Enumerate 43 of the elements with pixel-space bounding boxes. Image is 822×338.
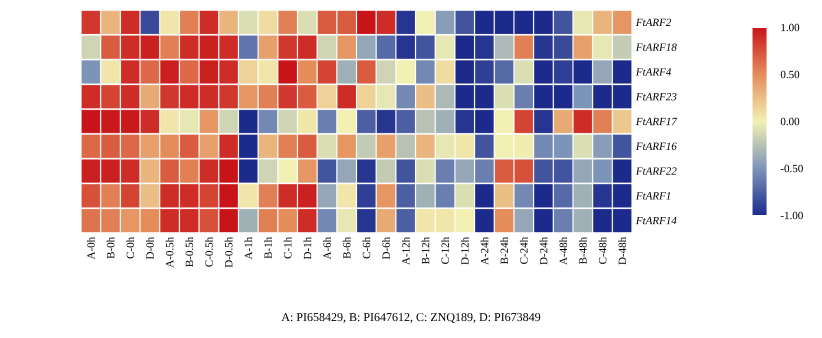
y-tick-label: FtARF4 [636,68,672,76]
y-tick-label: FtARF2 [636,18,672,26]
x-tick-label: A-12h [402,237,410,265]
x-tick-label: D-12h [460,237,469,265]
x-tick-label: D-0.5h [224,237,232,268]
x-tick-label: A-0.5h [166,237,174,268]
x-tick-label: A-6h [323,237,331,260]
x-tick-label: B-0h [106,237,114,259]
x-tick-label: C-6h [362,237,370,258]
x-tick-label: B-1h [264,237,272,259]
y-tick-label: FtARF22 [636,167,677,175]
color-bar-label: -0.50 [780,164,803,172]
x-tick-label: C-0.5h [205,237,213,267]
y-tick-label: FtARF1 [636,192,670,200]
x-tick-label: D-6h [382,237,390,260]
y-tick-label: FtARF17 [636,118,678,126]
x-tick-label: B-0.5h [185,237,194,267]
color-bar-label: 0.50 [780,70,800,78]
x-tick-label: A-0h [86,237,95,260]
text: A: PI658429, B: PI647612, C: ZNQ189, D: PI673849 [281,313,540,323]
y-tick-label: FtARF18 [636,43,677,51]
y-tick-label: FtARF16 [636,142,677,150]
color-bar-label: 1.00 [781,24,800,32]
x-tick-label: C-1h [284,237,292,258]
x-tick-label: D-24h [540,237,548,265]
x-tick-label: B-6h [342,237,351,259]
y-tick-label: FtARF14 [636,216,677,224]
x-tick-label: C-0h [126,237,134,258]
x-tick-label: B-48h [578,237,587,264]
x-tick-label: D-0h [146,237,154,260]
color-bar-label: 0.00 [780,118,800,126]
x-tick-label: A-48h [559,237,568,265]
x-tick-label: C-48h [598,237,606,264]
x-tick-label: D-1h [303,237,312,260]
y-tick-label: FtARF23 [636,93,676,100]
x-tick-label: C-12h [441,237,449,264]
color-bar-label: -1.00 [780,212,803,220]
x-tick-label: A-24h [480,237,488,265]
x-tick-label: C-24h [520,237,528,264]
x-tick-label: A-1h [244,237,252,260]
x-tick-label: D-48h [618,237,626,265]
x-tick-label: B-24h [500,237,508,264]
x-tick-label: B-12h [422,237,430,264]
